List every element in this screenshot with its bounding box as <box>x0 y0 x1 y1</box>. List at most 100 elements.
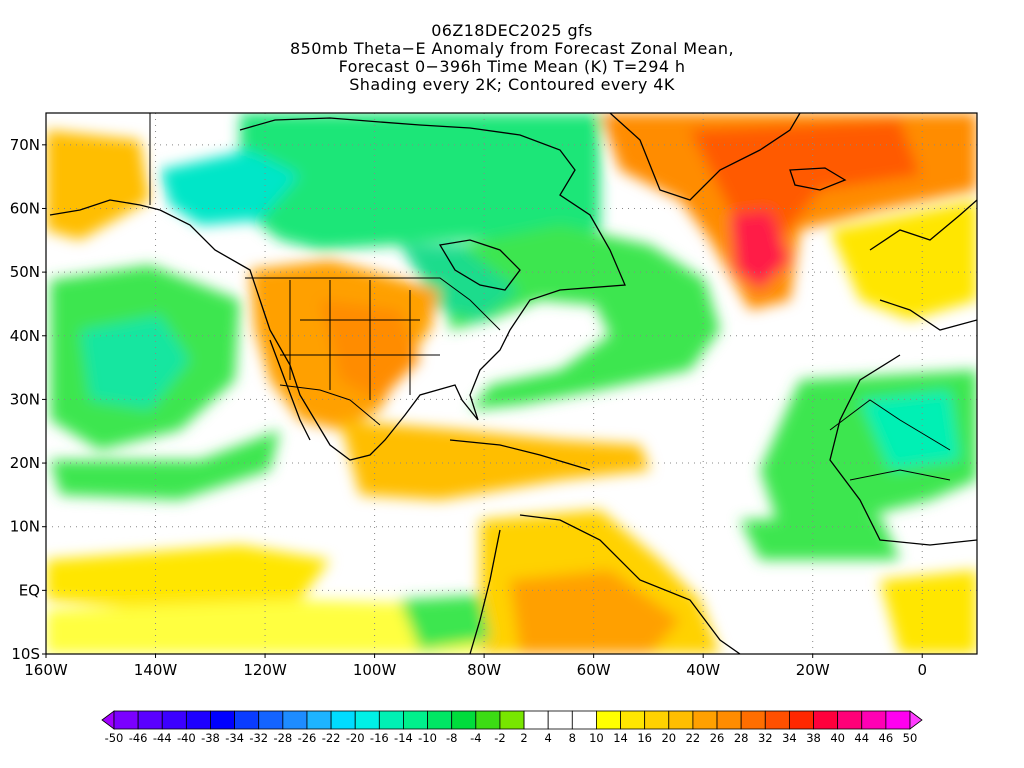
colorbar-tick-label: -40 <box>177 731 196 745</box>
shade-europe-yellow <box>830 200 977 320</box>
colorbar-tick-label: -32 <box>249 731 268 745</box>
colorbar-low-arrow <box>101 710 115 730</box>
colorbar-tick-label: 34 <box>782 731 797 745</box>
title-line-3: Forecast 0−396h Time Mean (K) T=294 h <box>338 57 686 76</box>
border-us-canada <box>245 277 501 331</box>
map-frame <box>45 112 978 655</box>
colorbar-swatch <box>475 710 501 730</box>
lon-tick-label: 140W <box>134 661 178 679</box>
lat-tick-label: 10N <box>10 518 40 536</box>
shade-caribbean-orange <box>340 420 650 500</box>
coast-baja <box>269 339 311 441</box>
shade-north-atlantic-red <box>690 120 920 240</box>
colorbar-swatch <box>354 710 380 730</box>
colorbar-swatch <box>378 710 404 730</box>
lon-tick-label: 60W <box>577 661 611 679</box>
colorbar-tick-label: -8 <box>446 731 457 745</box>
coast-africa <box>829 354 977 546</box>
colorbar-swatch <box>185 710 211 730</box>
colorbar-tick-label: 16 <box>637 731 652 745</box>
coast-hudson-bay <box>438 239 521 291</box>
shade-bering-orange <box>46 130 150 240</box>
colorbar-swatch <box>330 710 356 730</box>
colorbar-tick-label: -38 <box>201 731 220 745</box>
colorbar-tick-label: -14 <box>394 731 413 745</box>
colorbar-tick-label: 44 <box>854 731 869 745</box>
shade-south-pacific-yellow <box>46 600 480 654</box>
colorbar-swatch <box>861 710 887 730</box>
colorbar-swatch <box>596 710 621 730</box>
lat-tick-label: 20N <box>10 454 40 472</box>
colorbar-tick-label: -2 <box>494 731 505 745</box>
colorbar-high-arrow <box>909 710 923 730</box>
colorbar-swatch <box>523 710 549 730</box>
border-us-states <box>280 280 440 400</box>
shade-guinea-green <box>740 515 900 560</box>
colorbar-swatch <box>547 710 573 730</box>
coast-iceland <box>789 167 847 191</box>
colorbar-tick-label: -26 <box>298 731 317 745</box>
shade-hudson-green <box>400 245 520 320</box>
lon-tick-label: 120W <box>243 661 287 679</box>
colorbar-swatch <box>788 710 814 730</box>
lon-tick-label: 40W <box>686 661 720 679</box>
colorbar-tick-label: 10 <box>589 731 604 745</box>
colorbar-tick-label: 28 <box>734 731 749 745</box>
colorbar-tick-label: 22 <box>686 731 701 745</box>
lon-tick-label: 100W <box>353 661 397 679</box>
colorbar-swatch <box>282 710 308 730</box>
colorbar-swatch <box>403 710 428 730</box>
colorbar-swatch <box>161 710 187 730</box>
colorbar-swatch <box>451 710 477 730</box>
shade-amazon-orange <box>510 570 680 654</box>
border-africa <box>829 399 951 481</box>
shade-canada-green <box>240 113 600 250</box>
lon-tick-label: 160W <box>24 661 68 679</box>
colorbar-tick-label: -28 <box>273 731 292 745</box>
colorbar-tick-label: -22 <box>322 731 341 745</box>
graticule <box>46 113 977 654</box>
colorbar-swatch <box>813 710 839 730</box>
colorbar-tick-label: 38 <box>806 731 821 745</box>
title-line-2: 850mb Theta−E Anomaly from Forecast Zona… <box>290 39 734 58</box>
borders <box>149 113 951 481</box>
lat-tick-label: 10S <box>11 645 40 663</box>
shading-layer <box>46 113 977 654</box>
latitude-labels: 70N 60N 50N 40N 30N 20N 10N EQ 10S <box>10 136 46 663</box>
colorbar-tick-label: 50 <box>903 731 918 745</box>
colorbar-swatch <box>692 710 718 730</box>
colorbar-swatch <box>234 710 260 730</box>
colorbar-tick-label: 4 <box>545 731 552 745</box>
colorbar-swatch <box>764 710 790 730</box>
colorbar-tick-label: 20 <box>661 731 676 745</box>
lat-tick-label: 30N <box>10 390 40 408</box>
longitude-labels: 160W 140W 120W 100W 80W 60W 40W 20W 0 <box>24 654 927 679</box>
colorbar-swatch <box>571 710 597 730</box>
colorbar-tick-label: 2 <box>520 731 527 745</box>
colorbar <box>101 710 923 730</box>
colorbar-labels: -50 -46 -44 -40 -38 -34 -32 -28 -26 -22 -20 -16 -14-… <box>105 731 918 745</box>
shade-subtropic-green <box>50 430 280 500</box>
colorbar-tick-label: 14 <box>613 731 628 745</box>
lat-tick-label: EQ <box>19 581 40 599</box>
colorbar-tick-label: -34 <box>225 731 244 745</box>
coast-greenland <box>609 113 801 201</box>
colorbar-swatch <box>306 710 332 730</box>
coast-south-america <box>449 439 741 654</box>
lon-tick-label: 0 <box>917 661 927 679</box>
colorbar-tick-label: -44 <box>153 731 172 745</box>
shade-eq-pacific-yellow <box>46 545 330 610</box>
colorbar-swatch <box>740 710 766 730</box>
colorbar-tick-label: 46 <box>879 731 894 745</box>
coastlines <box>49 113 977 654</box>
colorbar-tick-label: -10 <box>418 731 437 745</box>
lat-tick-label: 60N <box>10 199 40 217</box>
border-us-mexico <box>279 384 381 426</box>
colorbar-swatch <box>837 710 863 730</box>
coast-europe <box>869 199 977 331</box>
anomaly-shading <box>46 113 977 654</box>
colorbar-tick-label: -16 <box>370 731 389 745</box>
colorbar-tick-label: 8 <box>569 731 576 745</box>
lon-tick-label: 20W <box>796 661 830 679</box>
